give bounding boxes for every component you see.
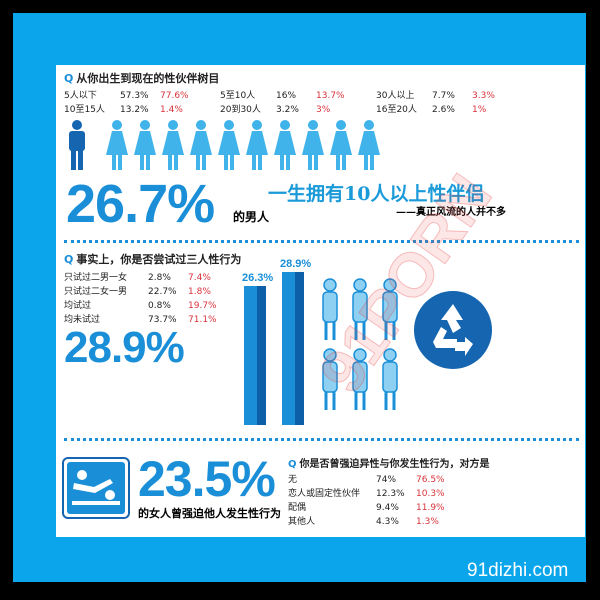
- q3-title-text: 你是否曾强迫异性与你发生性行为，对方是: [299, 459, 490, 470]
- male-value: 12.3%: [376, 489, 405, 499]
- headline2-value: 28.9%: [64, 323, 185, 372]
- male-value: 3.2%: [276, 105, 299, 115]
- woman-icon: [217, 120, 241, 170]
- slogan: 一生拥有10人以上性伴侣: [268, 183, 485, 205]
- row-label: 只试过二男一女: [64, 273, 128, 283]
- table-row: 均未试过 73.7% 71.1%: [64, 312, 228, 326]
- q1-table: 5人以下 57.3% 77.6% 5至10人 16% 13.7% 30人以上 7.7% 3.3%…: [64, 88, 502, 116]
- q3-table: 无 74% 76.5% 恋人或固定性伙伴 12.3% 10.3% 配偶 9.4% 11.9% 其他…: [288, 472, 456, 528]
- divider: [64, 240, 579, 243]
- row-label: 均试过: [64, 301, 92, 311]
- row-label: 恋人或固定性伙伴: [288, 489, 361, 499]
- table-row: 恋人或固定性伙伴 12.3% 10.3%: [288, 486, 456, 500]
- row-label: 配偶: [288, 503, 307, 513]
- table-row: 无 74% 76.5%: [288, 472, 456, 486]
- male-value: 74%: [376, 475, 397, 485]
- q3-title: Q 你是否曾强迫异性与你发生性行为，对方是: [288, 455, 490, 470]
- male-value: 73.7%: [148, 315, 177, 325]
- row-label: 30人以上: [376, 91, 415, 101]
- female-value: 77.6%: [160, 91, 189, 101]
- male-value: 13.2%: [120, 105, 149, 115]
- female-value: 1%: [472, 105, 487, 115]
- slogan-subline: ——真正风流的人并不多: [396, 207, 506, 218]
- woman-icon: [273, 120, 297, 170]
- female-value: 11.9%: [416, 503, 445, 513]
- figure-row: [66, 120, 382, 170]
- q2-title-text: 事实上，你是否尝试过三人性行为: [76, 253, 242, 266]
- male-value: 16%: [276, 91, 297, 101]
- recycle-icon: [414, 291, 492, 369]
- female-value: 1.4%: [160, 105, 183, 115]
- footer-site: 91dizhi.com: [467, 560, 569, 581]
- q-mark: Q: [64, 253, 74, 266]
- female-value: 71.1%: [188, 315, 217, 325]
- male-value: 7.7%: [432, 91, 455, 101]
- woman-icon: [301, 120, 325, 170]
- woman-icon: [189, 120, 213, 170]
- woman-icon: [329, 120, 353, 170]
- woman-icon: [133, 120, 157, 170]
- male-value: 22.7%: [148, 287, 177, 297]
- table-row: 10至15人 13.2% 1.4% 20到30人 3.2% 3% 16至20人 2.6% 1%: [64, 102, 502, 116]
- row-label: 只试过二女一男: [64, 287, 128, 297]
- female-value: 10.3%: [416, 489, 445, 499]
- female-value: 1.3%: [416, 517, 439, 527]
- q1-title: Q 从你出生到现在的性伙伴树目: [64, 70, 219, 86]
- woman-icon: [245, 120, 269, 170]
- male-value: 2.8%: [148, 273, 171, 283]
- table-row: 只试过二女一男 22.7% 1.8%: [64, 284, 228, 298]
- female-value: 1.8%: [188, 287, 211, 297]
- q-mark: Q: [288, 459, 297, 470]
- row-label: 16至20人: [376, 105, 417, 115]
- table-row: 只试过二男一女 2.8% 7.4%: [64, 270, 228, 284]
- q2-table: 只试过二男一女 2.8% 7.4% 只试过二女一男 22.7% 1.8% 均试过 0.8% 19…: [64, 270, 228, 326]
- divider: [64, 438, 579, 441]
- q2-title: Q 事实上，你是否尝试过三人性行为: [64, 251, 241, 267]
- female-value: 3%: [316, 105, 331, 115]
- male-value: 2.6%: [432, 105, 455, 115]
- female-value: 76.5%: [416, 475, 445, 485]
- q1-title-text: 从你出生到现在的性伙伴树目: [76, 72, 220, 85]
- table-row: 均试过 0.8% 19.7%: [64, 298, 228, 312]
- woman-icon: [105, 120, 129, 170]
- q-mark: Q: [64, 72, 74, 85]
- table-row: 5人以下 57.3% 77.6% 5至10人 16% 13.7% 30人以上 7.7% 3.3%: [64, 88, 502, 102]
- table-row: 配偶 9.4% 11.9%: [288, 500, 456, 514]
- row-label: 均未试过: [64, 315, 101, 325]
- force-icon: [62, 457, 130, 519]
- bar-label: 28.9%: [280, 257, 312, 270]
- male-value: 57.3%: [120, 91, 149, 101]
- bar: [282, 271, 304, 425]
- row-label: 5至10人: [220, 91, 256, 101]
- male-value: 0.8%: [148, 301, 171, 311]
- row-label: 其他人: [288, 517, 316, 527]
- female-value: 7.4%: [188, 273, 211, 283]
- male-value: 4.3%: [376, 517, 399, 527]
- people-icon: [322, 278, 398, 410]
- woman-icon: [161, 120, 185, 170]
- male-value: 9.4%: [376, 503, 399, 513]
- row-label: 20到30人: [220, 105, 261, 115]
- man-icon: [66, 120, 88, 170]
- bar: [244, 285, 266, 425]
- headline3-subline: 的女人曾强迫他人发生性行为: [138, 507, 281, 520]
- female-value: 3.3%: [472, 91, 495, 101]
- headline1-value: 26.7%: [66, 174, 215, 234]
- row-label: 5人以下: [64, 91, 97, 101]
- female-value: 13.7%: [316, 91, 345, 101]
- bar-label: 26.3%: [242, 271, 274, 284]
- headline3-value: 23.5%: [138, 451, 276, 507]
- table-row: 其他人 4.3% 1.3%: [288, 514, 456, 528]
- bar-chart: 26.3% 28.9%: [242, 255, 312, 425]
- infographic-panel: Q 从你出生到现在的性伙伴树目 5人以下 57.3% 77.6% 5至10人 16% 13.…: [56, 65, 585, 537]
- woman-icon: [357, 120, 381, 170]
- row-label: 无: [288, 475, 298, 485]
- row-label: 10至15人: [64, 105, 105, 115]
- headline1-suffix: 的男人: [233, 210, 270, 224]
- female-value: 19.7%: [188, 301, 217, 311]
